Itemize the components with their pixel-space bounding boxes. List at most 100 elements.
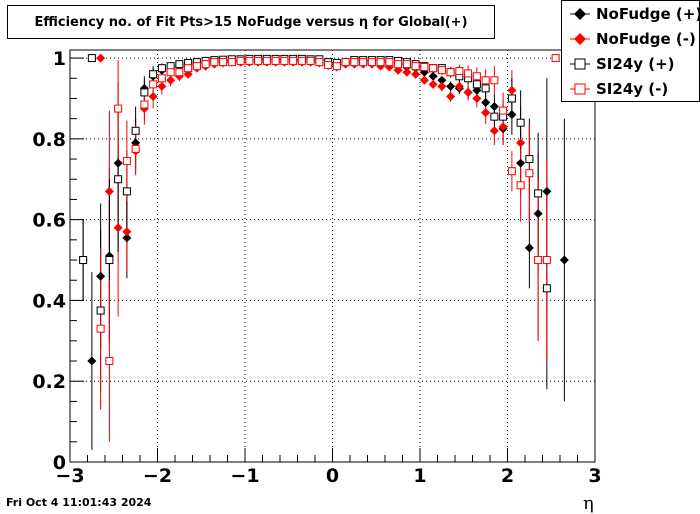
data-point-square [507,167,516,176]
legend-marker [570,8,590,20]
data-point-square [341,58,350,67]
data-point-square [227,58,236,67]
data-point-diamond [446,91,456,101]
legend-label: SI24y (-) [596,80,669,98]
data-point-diamond [498,122,508,132]
grid-lines [70,50,595,462]
data-point-square [542,284,551,293]
data-point-diamond [533,209,543,219]
data-point-diamond [559,255,569,265]
data-point-square [420,62,429,71]
x-tick-label: 2 [501,465,514,487]
legend-label: NoFudge (+) [596,5,700,23]
data-point-square [131,144,140,153]
data-point-square [184,64,193,73]
data-point-diamond [507,110,517,120]
data-point-square [254,56,263,65]
data-point-square [219,58,228,67]
data-point-square [499,106,508,115]
x-tick-label: 0 [326,465,339,487]
data-point-diamond [454,81,464,91]
data-point-diamond [87,356,97,366]
data-point-square [429,64,438,73]
data-point-square [481,84,490,93]
data-point-square [367,58,376,67]
data-point-diamond [516,138,526,148]
data-point-diamond [507,85,517,95]
legend-marker [570,58,590,70]
data-point-square [122,157,131,166]
y-tick-label: 0 [53,452,66,474]
y-tick-label: 0.6 [32,210,66,232]
data-point-square [350,58,359,67]
data-point-square [394,60,403,69]
data-point-diamond [481,108,491,118]
x-tick-label: 3 [588,465,601,487]
data-point-square [472,80,481,89]
data-point-square [166,68,175,77]
x-tick-label: 1 [413,465,426,487]
data-point-square [271,56,280,65]
data-point-diamond [428,79,438,89]
x-tick-label: −2 [143,465,172,487]
data-point-square [446,68,455,77]
data-point-square [192,62,201,71]
data-point-diamond [489,102,499,112]
data-point-diamond [489,126,499,136]
data-point-diamond [446,81,456,91]
data-point-diamond [472,93,482,103]
data-point-square [490,112,499,121]
data-point-square [455,67,464,76]
data-point-square [376,58,385,67]
data-point-square [385,58,394,67]
data-point-square [464,69,473,78]
y-tick-label: 1 [53,48,66,70]
data-point-square [175,60,184,69]
legend-label: NoFudge (-) [596,30,696,48]
data-point-square [516,118,525,127]
data-point-square [236,56,245,65]
data-point-square [105,357,114,366]
data-point-square [122,187,131,196]
data-point-square [359,58,368,67]
data-point-square [289,56,298,65]
data-point-square [542,256,551,265]
data-point-diamond [542,186,552,196]
data-point-square [114,104,123,113]
data-point-diamond [113,158,123,168]
data-point-square [149,80,158,89]
data-point-square [525,169,534,178]
data-point-diamond [402,67,412,77]
data-point-square [96,306,105,315]
timestamp: Fri Oct 4 11:01:43 2024 [6,496,152,509]
chart-title: Efficiency no. of Fit Pts>15 NoFudge ver… [7,5,495,39]
legend-marker [570,83,590,95]
data-point-diamond [157,81,167,91]
data-point-diamond [148,91,158,101]
data-point-square [534,189,543,198]
data-point-diamond [96,271,106,281]
data-point-diamond [419,75,429,85]
data-point-square [157,74,166,83]
data-point-square [481,76,490,85]
data-point-diamond [516,158,526,168]
data-point-square [262,56,271,65]
data-point-square [201,60,210,69]
data-point-diamond [428,71,438,81]
data-point-diamond [463,87,473,97]
data-point-square [551,54,560,63]
data-point-square [87,54,96,63]
data-point-square [210,58,219,67]
legend-entry-nofudge-plus: NoFudge (+) [562,2,700,27]
data-point-square [149,70,158,79]
data-point-square [437,66,446,75]
data-point-square [280,56,289,65]
data-point-square [507,94,516,103]
y-tick-label: 0.2 [32,371,66,393]
data-point-diamond [481,98,491,108]
data-point-diamond [113,223,123,233]
data-point-square [140,88,149,97]
data-point-square [114,175,123,184]
data-point-diamond [437,75,447,85]
data-point-diamond [122,227,132,237]
